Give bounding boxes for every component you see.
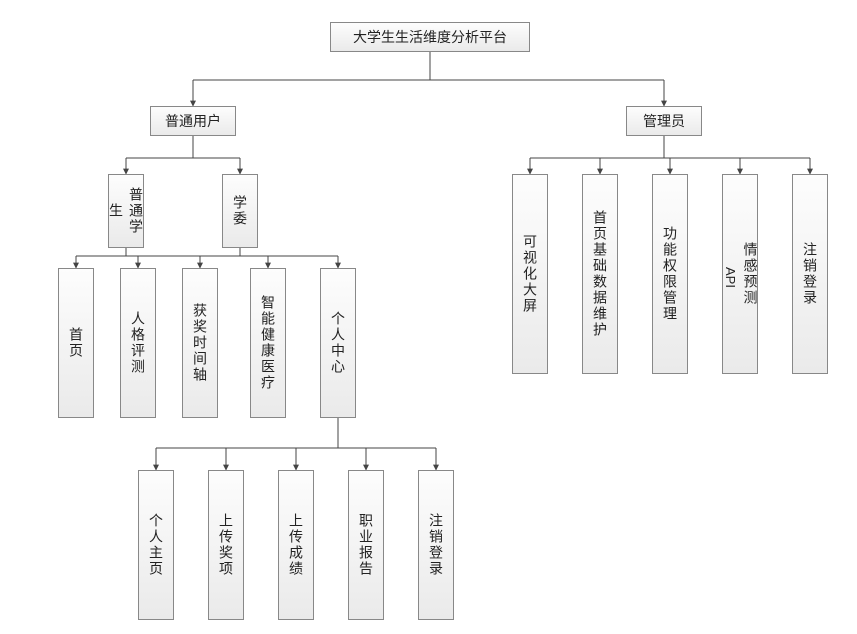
- node-career: 职业报告: [348, 470, 384, 620]
- node-vis: 可视化大屏: [512, 174, 548, 374]
- node-phome: 个人主页: [138, 470, 174, 620]
- node-commi: 学委: [222, 174, 258, 248]
- node-stud: 普通学生: [108, 174, 144, 248]
- node-admin: 管理员: [626, 106, 702, 136]
- node-pcenter: 个人中心: [320, 268, 356, 418]
- node-health: 智能健康医疗: [250, 268, 286, 418]
- node-upgrade: 上传成绩: [278, 470, 314, 620]
- node-user: 普通用户: [150, 106, 236, 136]
- node-root: 大学生生活维度分析平台: [330, 22, 530, 52]
- node-home: 首页: [58, 268, 94, 418]
- node-upaward: 上传奖项: [208, 470, 244, 620]
- node-logout1: 注销登录: [418, 470, 454, 620]
- node-perm: 功能权限管理: [652, 174, 688, 374]
- node-pers: 人格评测: [120, 268, 156, 418]
- node-award: 获奖时间轴: [182, 268, 218, 418]
- node-logout2: 注销登录: [792, 174, 828, 374]
- node-data: 首页基础数据维护: [582, 174, 618, 374]
- node-emo: 情感预测API: [722, 174, 758, 374]
